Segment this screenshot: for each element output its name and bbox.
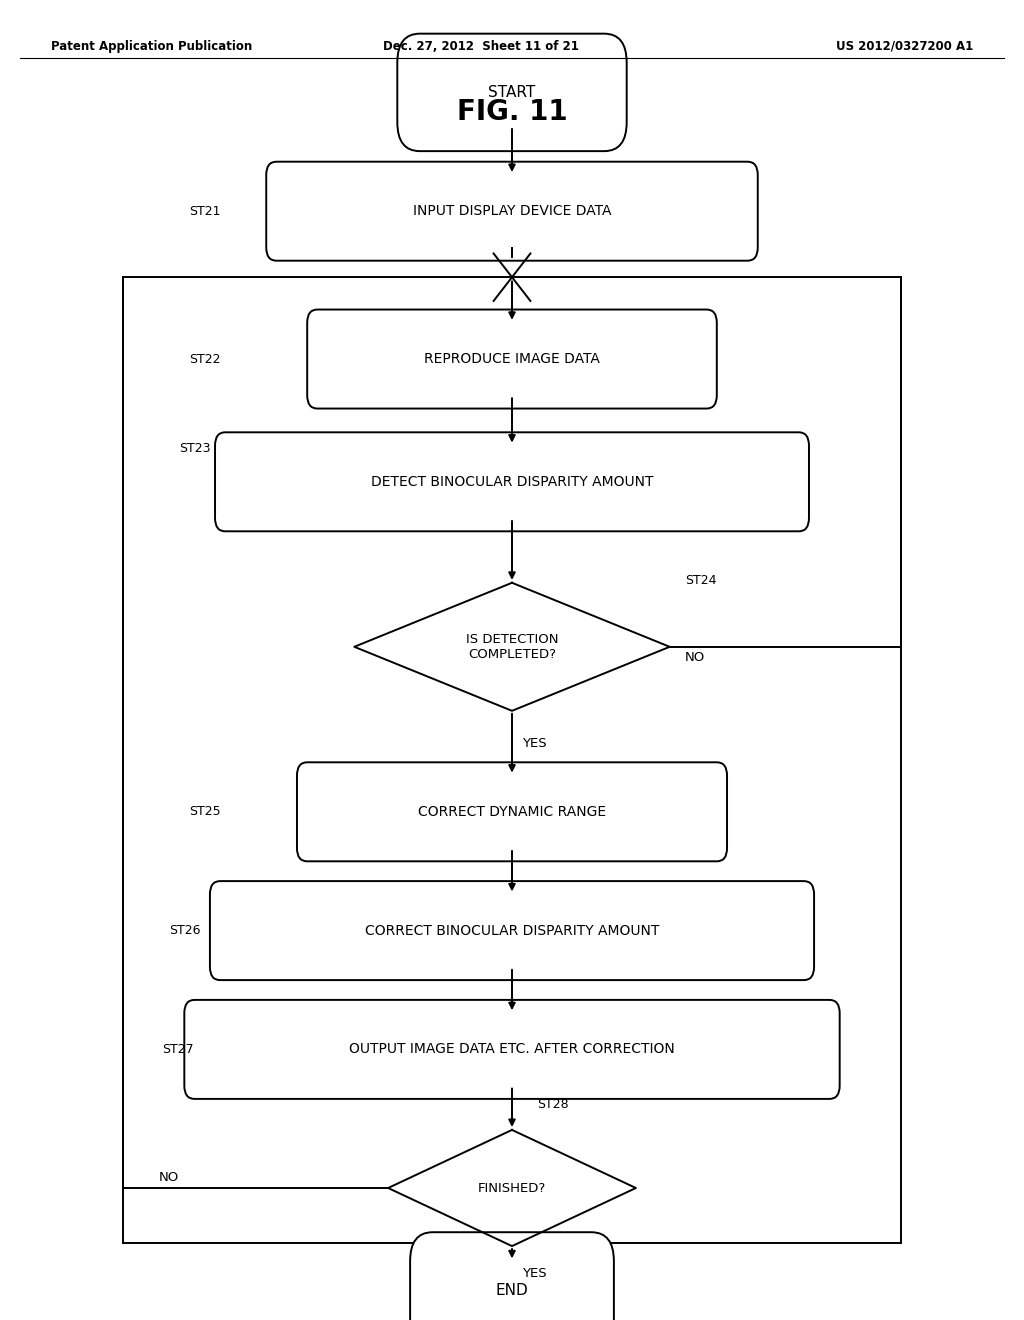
Text: Patent Application Publication: Patent Application Publication [51, 40, 253, 53]
Text: ST23: ST23 [179, 442, 211, 455]
Text: DETECT BINOCULAR DISPARITY AMOUNT: DETECT BINOCULAR DISPARITY AMOUNT [371, 475, 653, 488]
Text: FIG. 11: FIG. 11 [457, 98, 567, 127]
Text: CORRECT DYNAMIC RANGE: CORRECT DYNAMIC RANGE [418, 805, 606, 818]
Text: US 2012/0327200 A1: US 2012/0327200 A1 [836, 40, 973, 53]
Text: ST26: ST26 [169, 924, 201, 937]
FancyBboxPatch shape [266, 162, 758, 261]
FancyBboxPatch shape [397, 33, 627, 150]
FancyBboxPatch shape [307, 310, 717, 409]
Text: REPRODUCE IMAGE DATA: REPRODUCE IMAGE DATA [424, 352, 600, 366]
FancyBboxPatch shape [184, 1001, 840, 1098]
Text: Dec. 27, 2012  Sheet 11 of 21: Dec. 27, 2012 Sheet 11 of 21 [383, 40, 580, 53]
Bar [123, 277, 901, 1243]
FancyBboxPatch shape [297, 763, 727, 862]
Text: END: END [496, 1283, 528, 1299]
Text: NO: NO [159, 1171, 179, 1184]
Text: IS DETECTION
COMPLETED?: IS DETECTION COMPLETED? [466, 632, 558, 661]
FancyBboxPatch shape [410, 1233, 613, 1320]
Text: ST24: ST24 [685, 574, 717, 586]
Text: INPUT DISPLAY DEVICE DATA: INPUT DISPLAY DEVICE DATA [413, 205, 611, 218]
Text: YES: YES [522, 737, 547, 750]
Text: ST22: ST22 [189, 352, 221, 366]
Text: ST28: ST28 [538, 1098, 569, 1111]
Text: OUTPUT IMAGE DATA ETC. AFTER CORRECTION: OUTPUT IMAGE DATA ETC. AFTER CORRECTION [349, 1043, 675, 1056]
Text: FINISHED?: FINISHED? [478, 1181, 546, 1195]
Text: CORRECT BINOCULAR DISPARITY AMOUNT: CORRECT BINOCULAR DISPARITY AMOUNT [365, 924, 659, 937]
FancyBboxPatch shape [210, 882, 814, 979]
Text: YES: YES [522, 1267, 547, 1280]
Text: ST25: ST25 [189, 805, 221, 818]
Text: ST27: ST27 [162, 1043, 194, 1056]
Text: NO: NO [685, 651, 706, 664]
FancyBboxPatch shape [215, 433, 809, 531]
Text: ST21: ST21 [189, 205, 221, 218]
Text: START: START [488, 84, 536, 100]
